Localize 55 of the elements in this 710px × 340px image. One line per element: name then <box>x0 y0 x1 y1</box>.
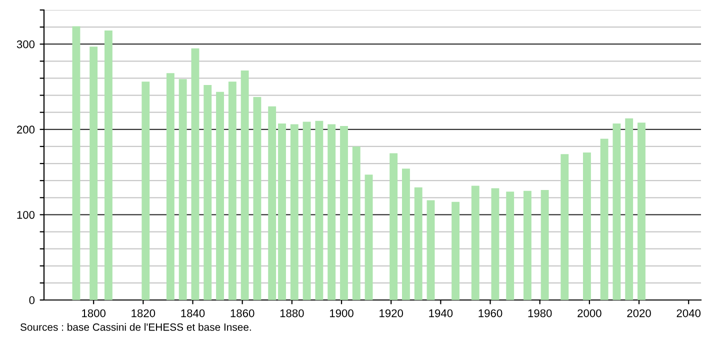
x-tick-label: 1960 <box>478 309 502 318</box>
bar <box>612 123 621 300</box>
bar <box>560 154 569 300</box>
bar <box>268 106 276 300</box>
bar <box>582 152 591 300</box>
bar <box>328 124 336 300</box>
bar <box>523 190 532 300</box>
bar <box>228 82 236 300</box>
bar <box>600 138 608 300</box>
bar <box>104 30 112 300</box>
bar <box>491 188 500 300</box>
x-tick-label: 1940 <box>429 309 453 318</box>
source-note: Sources : base Cassini de l'EHESS et base Insee. <box>20 323 251 331</box>
x-tick-label: 2000 <box>578 309 602 318</box>
y-tick-label: 0 <box>29 296 35 304</box>
bar <box>72 26 80 300</box>
x-tick-label: 1860 <box>230 309 254 318</box>
bar <box>142 82 150 300</box>
bar <box>302 122 311 300</box>
bar <box>402 168 410 300</box>
bar <box>390 153 398 300</box>
bar <box>278 123 286 300</box>
bar <box>253 97 262 300</box>
y-tick-label: 200 <box>16 126 35 134</box>
x-tick-label: 1900 <box>330 309 354 318</box>
x-tick-label: 1800 <box>82 309 106 318</box>
bar <box>240 70 249 300</box>
y-tick-label: 300 <box>16 40 35 48</box>
x-tick-label: 1980 <box>528 309 552 318</box>
bar <box>414 187 422 300</box>
bar <box>191 48 200 300</box>
bar <box>352 146 360 300</box>
bar <box>90 46 98 300</box>
bar <box>204 85 212 300</box>
bar <box>426 200 435 300</box>
bar <box>216 92 224 300</box>
bar <box>540 190 549 300</box>
bar <box>506 192 514 300</box>
x-tick-label: 2020 <box>627 309 651 318</box>
x-tick-label: 2040 <box>676 309 701 318</box>
bar <box>625 118 634 300</box>
bar <box>638 122 646 300</box>
bar <box>315 120 324 300</box>
y-tick-label: 100 <box>17 210 35 219</box>
bar <box>471 186 480 300</box>
bar <box>178 79 187 300</box>
x-tick-label: 1920 <box>380 309 404 318</box>
x-tick-label: 1880 <box>280 309 304 318</box>
bar <box>290 124 298 300</box>
x-tick-label: 1840 <box>181 309 205 318</box>
x-tick-label: 1820 <box>132 309 156 318</box>
bar <box>364 174 373 300</box>
bar <box>452 202 460 300</box>
bar <box>340 126 348 300</box>
bar <box>166 73 174 300</box>
